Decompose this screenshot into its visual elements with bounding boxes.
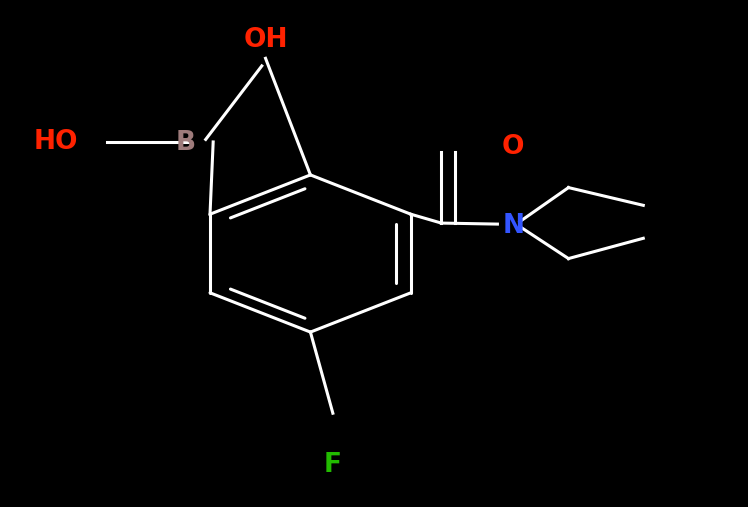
- Text: HO: HO: [34, 129, 79, 155]
- Text: N: N: [502, 212, 524, 239]
- Text: OH: OH: [243, 27, 288, 53]
- Text: B: B: [176, 130, 195, 156]
- Text: F: F: [324, 452, 342, 478]
- Text: O: O: [502, 134, 524, 160]
